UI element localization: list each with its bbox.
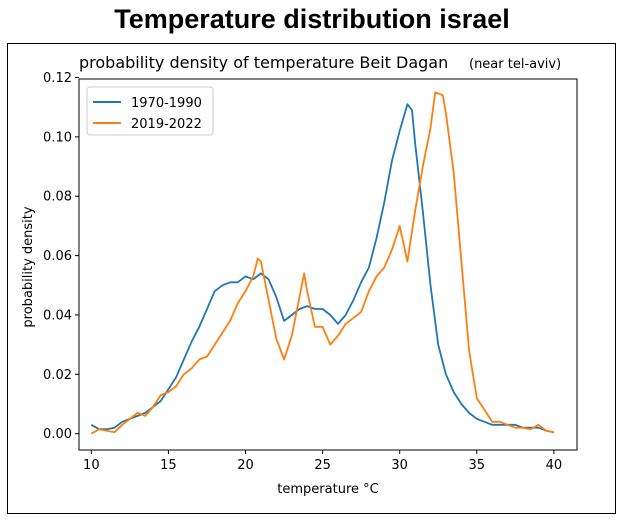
- page-title: Temperature distribution israel: [114, 4, 510, 34]
- series-line-1970-1990: [90, 103, 555, 434]
- y-tick-label: 0.04: [43, 308, 72, 323]
- y-axis-ticks: 0.00 0.02 0.04 0.06 0.08 0.10 0.12: [43, 71, 79, 442]
- x-tick-label: 35: [469, 458, 486, 473]
- y-tick-label: 0.02: [43, 368, 72, 383]
- y-tick-label: 0.10: [43, 130, 72, 145]
- series-lines: [90, 91, 555, 435]
- x-axis-ticks: 10 15 20 25 30 35 40: [83, 450, 562, 473]
- series-line-2019-2022: [90, 91, 555, 435]
- x-tick-label: 20: [237, 458, 254, 473]
- x-tick-label: 30: [391, 458, 408, 473]
- legend-label-2019-2022: 2019-2022: [131, 117, 202, 132]
- chart-title: probability density of temperature Beit …: [79, 53, 448, 72]
- y-tick-label: 0.06: [43, 249, 72, 264]
- x-tick-label: 25: [314, 458, 331, 473]
- legend-label-1970-1990: 1970-1990: [131, 96, 202, 111]
- y-tick-label: 0.12: [43, 71, 72, 86]
- figure-frame: [7, 43, 616, 514]
- x-tick-label: 10: [83, 458, 100, 473]
- y-axis-label: probability density: [21, 206, 36, 327]
- legend: 1970-1990 2019-2022: [86, 86, 214, 136]
- plot-area-border: [78, 78, 578, 451]
- x-tick-label: 15: [160, 458, 177, 473]
- x-tick-label: 40: [546, 458, 563, 473]
- x-axis-label: temperature °C: [277, 482, 378, 497]
- y-tick-label: 0.00: [43, 427, 72, 442]
- y-tick-label: 0.08: [43, 190, 72, 205]
- chart-subtitle-note: (near tel-aviv): [469, 57, 561, 72]
